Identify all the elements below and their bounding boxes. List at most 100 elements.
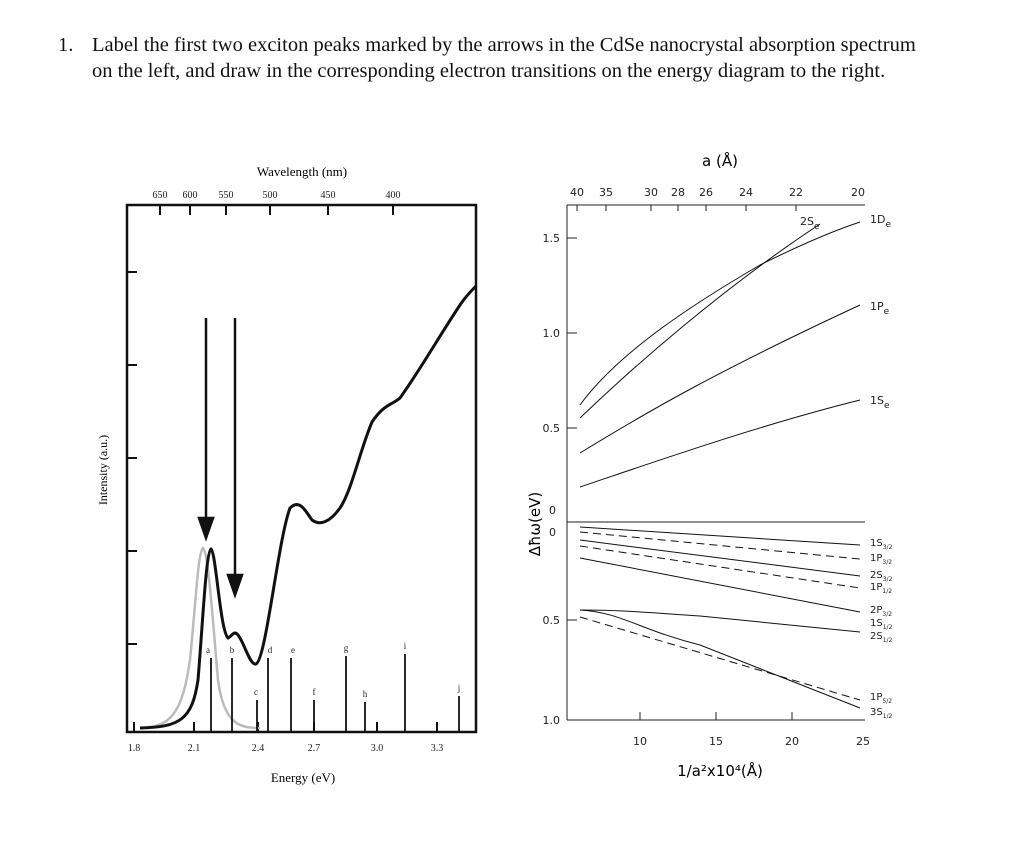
tick-label: 2.1	[188, 743, 201, 754]
tick-label: 20	[851, 186, 865, 199]
axis-label: Δħω(eV)	[526, 492, 544, 556]
level-label: 3S1/2	[870, 707, 893, 720]
tick-label: 2.7	[308, 743, 321, 754]
tick-label: 1.5	[543, 232, 561, 245]
level-main: 1P	[870, 692, 882, 703]
tick-label: 1.0	[543, 327, 561, 340]
level-main: 1S	[870, 538, 883, 549]
peak-label: i	[404, 641, 407, 651]
level-label: 1P3/2	[870, 553, 892, 566]
tick-label: 30	[644, 186, 658, 199]
top-tick-labels: 650 600 550 500 450 400	[153, 190, 401, 201]
tick-label: 650	[153, 190, 168, 201]
axis-label: 1/a²x10⁴(Å)	[677, 761, 763, 780]
level-main: 1D	[870, 213, 885, 226]
axis-label: Intensity (a.u.)	[96, 435, 110, 505]
tick-label: 1.0	[543, 714, 561, 727]
ticks	[127, 205, 438, 732]
level-main: 2S	[800, 215, 814, 228]
level-sub: e	[885, 220, 891, 230]
tick-label: 0	[549, 526, 556, 539]
question: 1. Label the first two exciton peaks mar…	[58, 32, 938, 84]
level-sub: 3/2	[882, 559, 892, 566]
question-text: Label the first two exciton peaks marked…	[92, 34, 916, 82]
level-sub: 3/2	[883, 544, 893, 551]
peak-label: h	[363, 689, 368, 699]
level-main: 2S	[870, 631, 883, 642]
tick-label: 0	[549, 504, 556, 517]
tick-label: 25	[856, 735, 870, 748]
level-sub: 1/2	[882, 588, 892, 595]
tick-label: 28	[671, 186, 685, 199]
peak-label: a	[206, 645, 210, 655]
level-label: 2P3/2	[870, 605, 892, 618]
energy-diagram: 40 35 30 28 26 24 22 20 1.5 1.0 0.5 0 0 …	[526, 151, 893, 780]
tick-label: 10	[633, 735, 647, 748]
tick-label: 40	[570, 186, 584, 199]
level-sub: e	[814, 222, 820, 232]
tick-label: 20	[785, 735, 799, 748]
level-label: 1Se	[870, 394, 890, 411]
level-label: 2S1/2	[870, 631, 893, 644]
peak-label: j	[457, 683, 461, 693]
tick-label: 0.5	[543, 422, 561, 435]
peak-label: f	[313, 687, 316, 697]
level-label: 1P5/2	[870, 692, 892, 705]
level-main: 1S	[870, 394, 884, 407]
hole-level-labels: 1S3/2 1P3/2 2S3/2 1P1/2 2P3/2 1S1/2 2S1/…	[870, 538, 893, 720]
level-main: 2S	[870, 570, 883, 581]
question-number: 1.	[58, 34, 74, 56]
tick-label: 450	[321, 190, 336, 201]
level-main: 3S	[870, 707, 883, 718]
tick-label: 600	[183, 190, 198, 201]
axes	[566, 204, 865, 721]
plot-frame	[125, 203, 478, 734]
level-label: 1Pe	[870, 300, 890, 317]
top-tick-labels: 40 35 30 28 26 24 22 20	[570, 186, 865, 199]
tick-label: 24	[739, 186, 753, 199]
peak-labels: a b c d e f g h i j	[206, 641, 460, 699]
level-sub: e	[884, 307, 890, 317]
tick-label: 2.4	[252, 743, 265, 754]
level-main: 1S	[870, 618, 883, 629]
level-sub: e	[884, 401, 890, 411]
level-label: 2Se	[800, 215, 820, 232]
tick-label: 22	[789, 186, 803, 199]
peak-label: b	[230, 645, 235, 655]
level-sub: 3/2	[883, 576, 893, 583]
bottom-tick-labels: 10 15 20 25	[633, 735, 870, 748]
gray-spectrum	[139, 546, 261, 730]
tick-label: 3.0	[371, 743, 384, 754]
electron-level-labels: 2Se 1De 1Pe 1Se	[800, 213, 891, 411]
level-main: 1P	[870, 300, 884, 313]
peak-label: e	[291, 645, 295, 655]
axis-label: Wavelength (nm)	[257, 164, 347, 179]
level-main: 1P	[870, 582, 882, 593]
left-tick-labels: 1.5 1.0 0.5 0 0 0.5 1.0	[543, 232, 561, 727]
level-label: 1S3/2	[870, 538, 893, 551]
level-label: 1S1/2	[870, 618, 893, 631]
axis-label: a (Å)	[702, 151, 738, 170]
peak-label: c	[254, 687, 258, 697]
electron-level-curves	[579, 221, 861, 488]
tick-label: 15	[709, 735, 723, 748]
peak-label: g	[344, 643, 349, 653]
tick-label: 550	[219, 190, 234, 201]
peak-label: d	[268, 645, 273, 655]
tick-label: 500	[263, 190, 278, 201]
tick-label: 0.5	[543, 614, 561, 627]
arrows	[197, 318, 244, 599]
absorption-spectrum: 650 600 550 500 450 400 1.8 2.1 2.4 2.7 …	[96, 164, 478, 785]
tick-label: 1.8	[128, 743, 141, 754]
level-sub: 1/2	[883, 713, 893, 720]
level-main: 1P	[870, 553, 882, 564]
level-sub: 1/2	[883, 637, 893, 644]
bottom-tick-labels: 1.8 2.1 2.4 2.7 3.0 3.3	[128, 743, 444, 754]
level-sub: 5/2	[882, 698, 892, 705]
level-label: 1De	[870, 213, 891, 230]
transition-lines	[210, 654, 460, 732]
axis-label: Energy (eV)	[271, 770, 335, 785]
hole-level-curves	[579, 526, 861, 709]
